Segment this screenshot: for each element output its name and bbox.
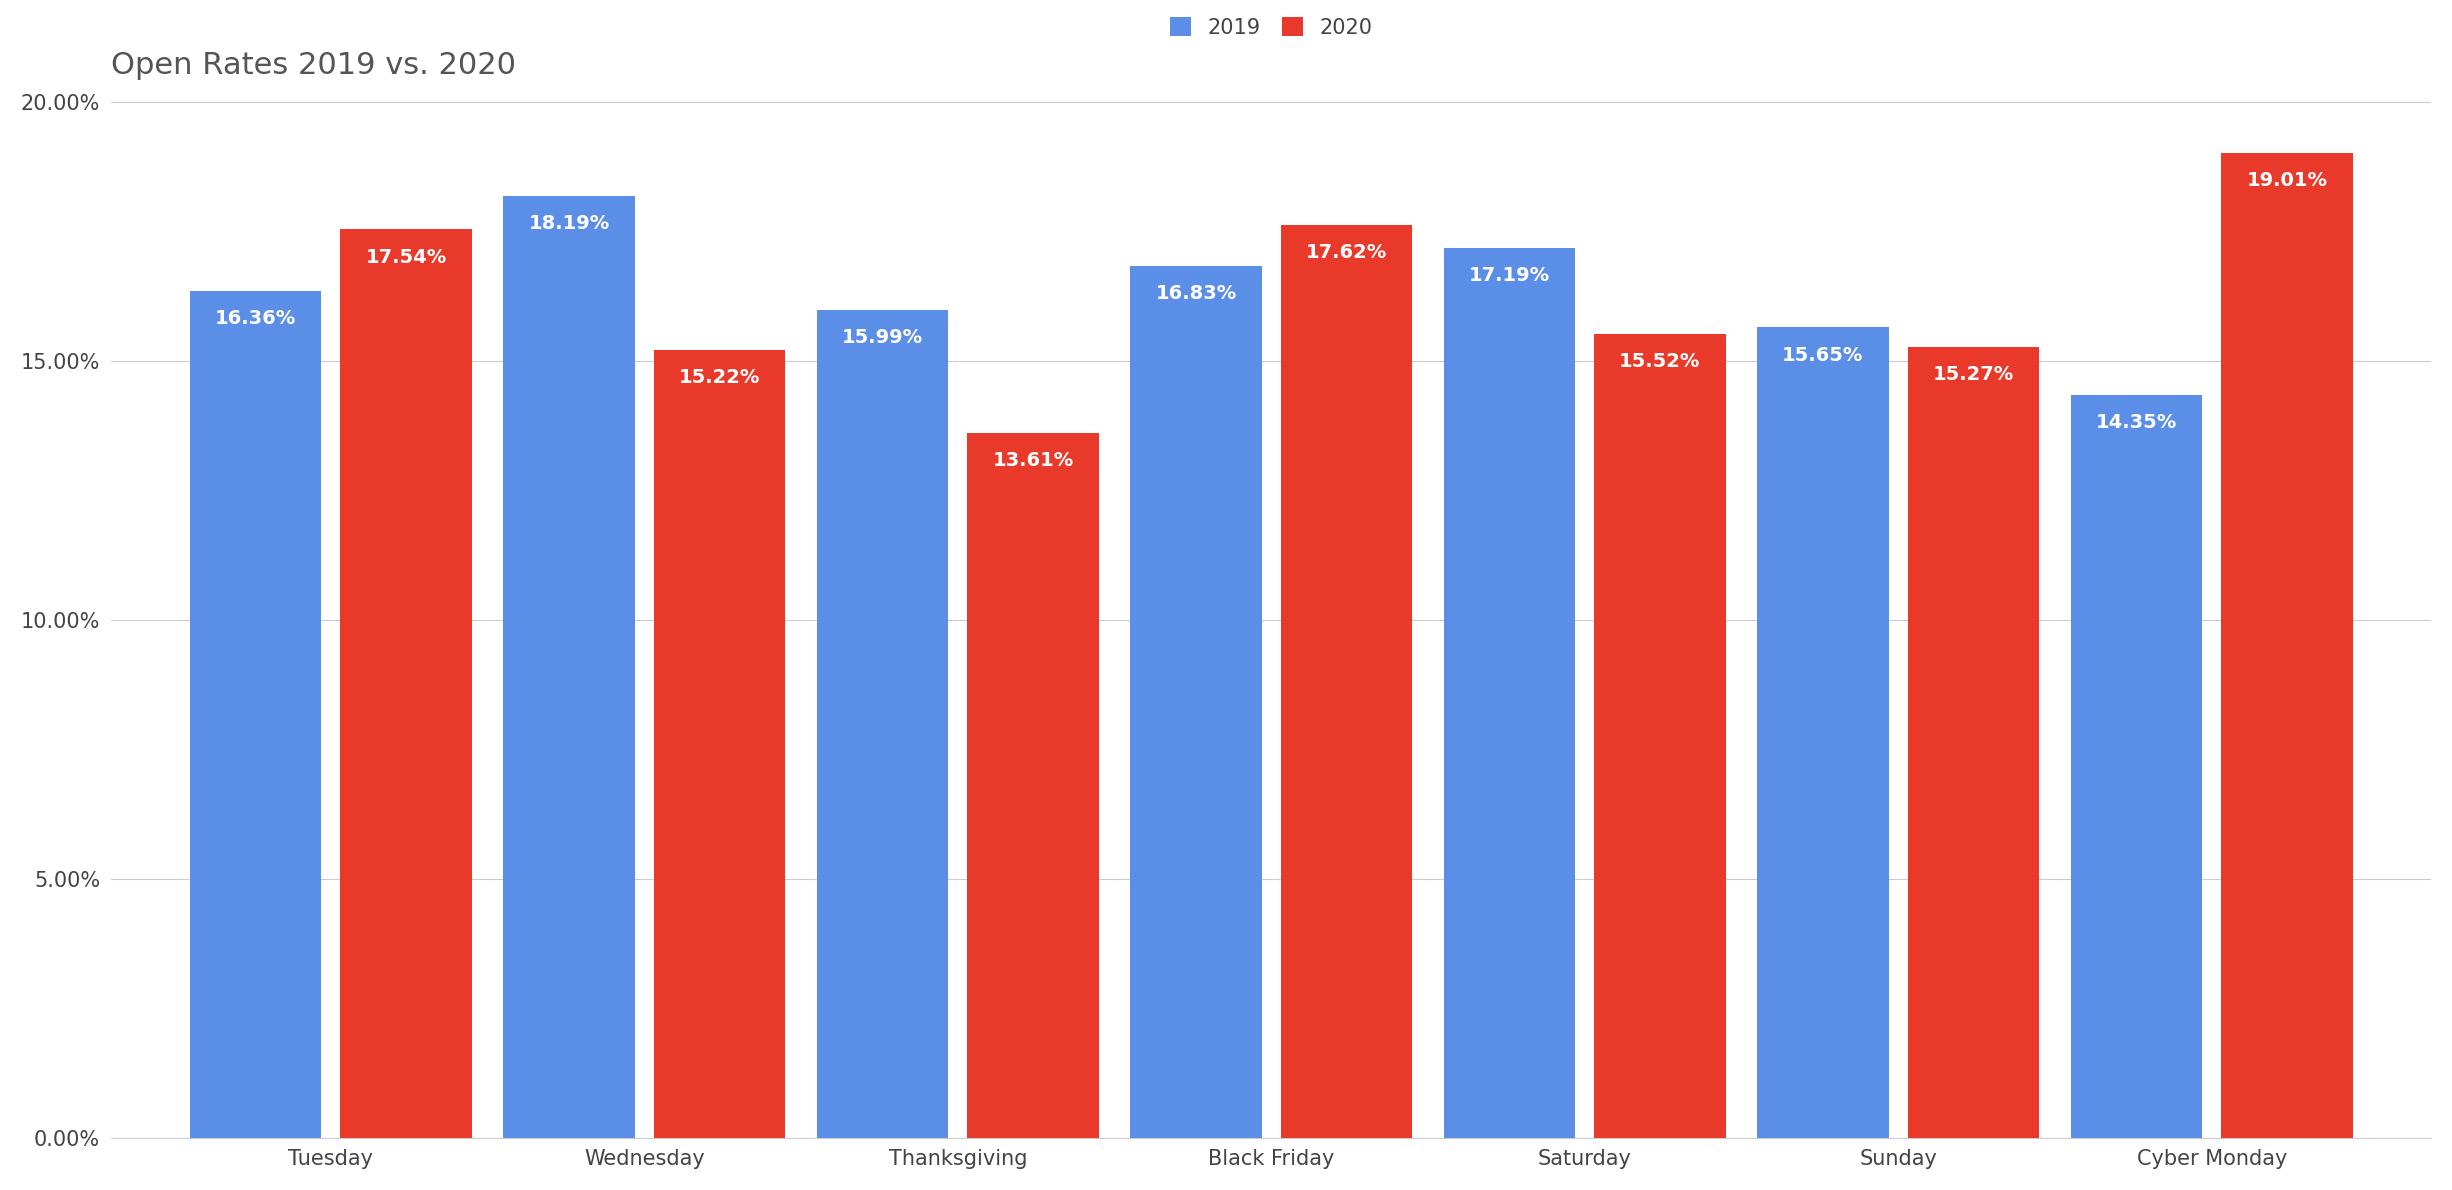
Text: 17.54%: 17.54%	[365, 248, 446, 267]
Bar	[966, 433, 1098, 1138]
Text: 15.52%: 15.52%	[1618, 352, 1702, 371]
Text: 17.62%: 17.62%	[1307, 244, 1388, 263]
Bar	[1594, 334, 1726, 1138]
Bar	[2222, 154, 2354, 1138]
Text: 17.19%: 17.19%	[1469, 265, 1550, 284]
Text: 19.01%: 19.01%	[2246, 171, 2327, 190]
Bar	[1444, 248, 1574, 1138]
Bar	[1758, 327, 1888, 1138]
Bar	[189, 290, 321, 1138]
Text: 16.83%: 16.83%	[1155, 284, 1236, 303]
Bar	[655, 350, 785, 1138]
Text: 13.61%: 13.61%	[993, 451, 1074, 470]
Bar	[2069, 395, 2202, 1138]
Bar	[1130, 267, 1263, 1138]
Bar	[1280, 225, 1412, 1138]
Bar	[503, 196, 635, 1138]
Bar	[341, 230, 471, 1138]
Text: Open Rates 2019 vs. 2020: Open Rates 2019 vs. 2020	[110, 51, 517, 80]
Bar	[1908, 347, 2040, 1138]
Text: 15.65%: 15.65%	[1783, 345, 1864, 364]
Legend: 2019, 2020: 2019, 2020	[1162, 8, 1380, 46]
Text: 16.36%: 16.36%	[216, 308, 297, 327]
Bar	[817, 309, 949, 1138]
Text: 14.35%: 14.35%	[2096, 413, 2177, 432]
Text: 18.19%: 18.19%	[527, 214, 611, 233]
Text: 15.27%: 15.27%	[1932, 365, 2013, 384]
Text: 15.22%: 15.22%	[679, 368, 760, 387]
Text: 15.99%: 15.99%	[841, 328, 922, 347]
